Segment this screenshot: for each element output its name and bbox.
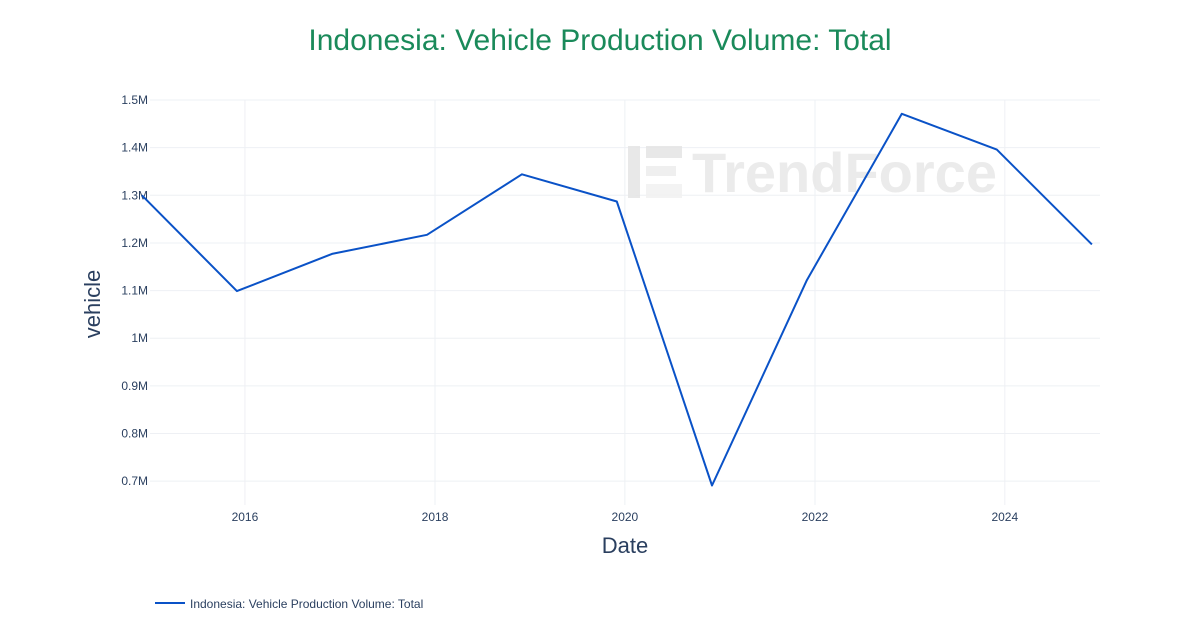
legend[interactable]: Indonesia: Vehicle Production Volume: To… bbox=[155, 597, 423, 611]
y-tick-label: 1.4M bbox=[121, 141, 148, 155]
y-tick-label: 1.5M bbox=[121, 93, 148, 107]
data-point[interactable] bbox=[804, 277, 810, 283]
data-point[interactable] bbox=[899, 111, 905, 117]
data-point[interactable] bbox=[1089, 241, 1095, 247]
x-tick-label: 2022 bbox=[802, 510, 829, 524]
y-tick-label: 1.1M bbox=[121, 284, 148, 298]
trendforce-watermark: TrendForce bbox=[628, 141, 997, 204]
x-tick-label: 2024 bbox=[991, 510, 1018, 524]
data-point[interactable] bbox=[139, 192, 145, 198]
x-tick-label: 2016 bbox=[232, 510, 259, 524]
watermark-logo-bottom bbox=[646, 184, 682, 198]
watermark-logo-top bbox=[646, 146, 682, 158]
x-tick-label: 2018 bbox=[422, 510, 449, 524]
y-tick-label: 1.3M bbox=[121, 188, 148, 202]
y-tick-label: 1M bbox=[131, 331, 148, 345]
watermark-logo-bar bbox=[628, 146, 640, 198]
y-tick-label: 1.2M bbox=[121, 236, 148, 250]
gridlines bbox=[150, 99, 1100, 505]
chart-title: Indonesia: Vehicle Production Volume: To… bbox=[308, 24, 891, 57]
x-tick-label: 2020 bbox=[612, 510, 639, 524]
y-axis-title: vehicle bbox=[80, 270, 105, 338]
series-layer bbox=[139, 111, 1095, 489]
y-tick-label: 0.9M bbox=[121, 379, 148, 393]
data-point[interactable] bbox=[234, 288, 240, 294]
data-point[interactable] bbox=[994, 147, 1000, 153]
y-axis-ticks: 0.7M 0.8M 0.9M 1M 1.1M 1.2M 1.3M 1.4M 1.5M bbox=[121, 93, 148, 488]
y-tick-label: 0.8M bbox=[121, 427, 148, 441]
data-point[interactable] bbox=[614, 199, 620, 205]
y-tick-label: 0.7M bbox=[121, 474, 148, 488]
legend-label: Indonesia: Vehicle Production Volume: To… bbox=[190, 597, 423, 611]
watermark-text: TrendForce bbox=[692, 141, 997, 204]
x-axis-ticks: 2016 2018 2020 2022 2024 bbox=[232, 510, 1019, 524]
data-point[interactable] bbox=[329, 251, 335, 257]
x-axis-title: Date bbox=[602, 533, 648, 558]
data-point[interactable] bbox=[519, 171, 525, 177]
watermark-logo-mid bbox=[646, 166, 676, 176]
series-line[interactable] bbox=[141, 112, 1093, 487]
data-point[interactable] bbox=[709, 483, 715, 489]
data-point[interactable] bbox=[424, 232, 430, 238]
